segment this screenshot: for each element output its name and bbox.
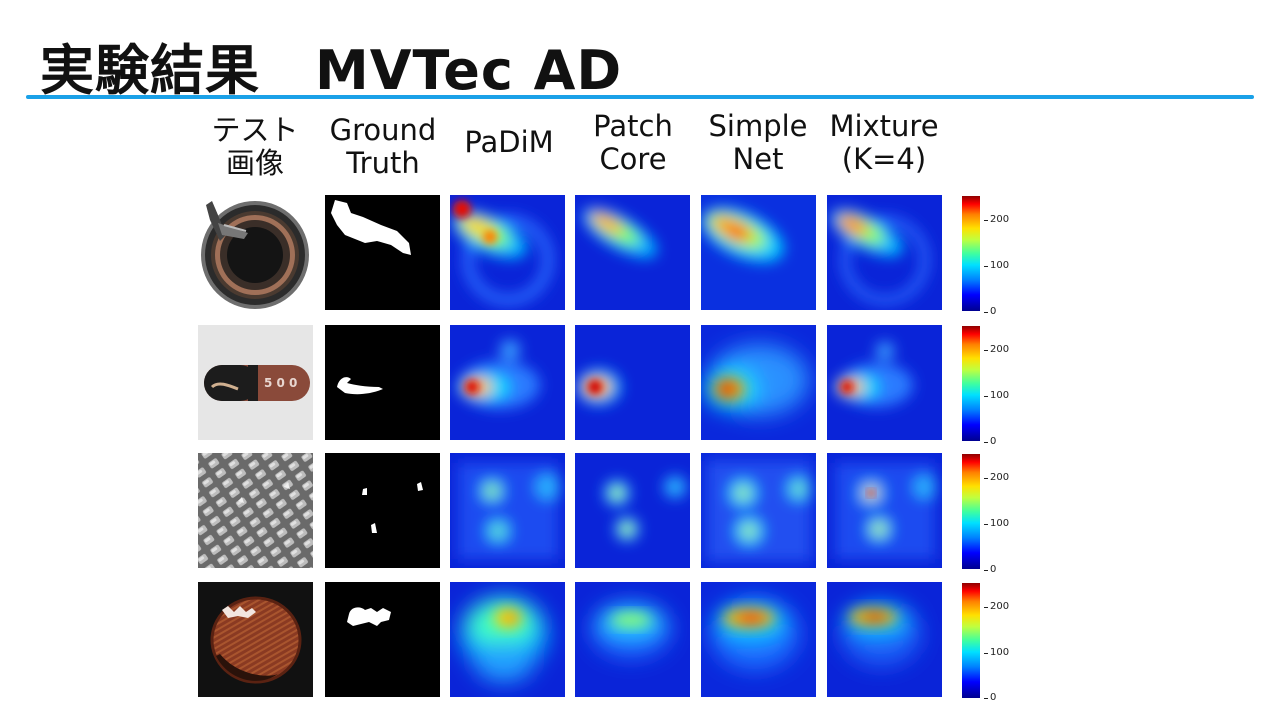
heatmap-simplenet-grid: [701, 453, 816, 568]
heatmap-mixture-bottle: [827, 195, 942, 310]
ground-truth-capsule: [325, 325, 440, 440]
colorbar-tick: 200: [983, 214, 1010, 225]
colorbar-tick: 100: [983, 647, 1010, 658]
ground-truth-grid: [325, 453, 440, 568]
heatmap-patchcore-capsule: [575, 325, 690, 440]
heatmap-simplenet-capsule: [701, 325, 816, 440]
colorbar-tick: 200: [983, 601, 1010, 612]
colorbar: [962, 326, 980, 441]
heatmap-mixture-grid: [827, 453, 942, 568]
ground-truth-bottle: [325, 195, 440, 310]
header-test-image: テスト 画像: [211, 113, 299, 180]
heatmap-patchcore-hazelnut: [575, 582, 690, 697]
heatmap-mixture-capsule: [827, 325, 942, 440]
header-ground-truth: Ground Truth: [329, 113, 437, 180]
colorbar: [962, 583, 980, 698]
title-underline: [26, 95, 1254, 99]
heatmap-padim-hazelnut: [450, 582, 565, 697]
colorbar-tick: 100: [983, 390, 1010, 401]
header-simplenet: Simple Net: [708, 109, 808, 176]
heatmap-padim-capsule: [450, 325, 565, 440]
colorbar-tick: 200: [983, 472, 1010, 483]
test-image-bottle: [198, 195, 313, 310]
test-image-capsule: 5 0 0: [198, 325, 313, 440]
heatmap-mixture-hazelnut: [827, 582, 942, 697]
header-patchcore: Patch Core: [593, 109, 673, 176]
colorbar-tick: 0: [983, 436, 997, 447]
svg-text:5 0 0: 5 0 0: [264, 376, 297, 390]
colorbar: [962, 454, 980, 569]
heatmap-patchcore-grid: [575, 453, 690, 568]
test-image-hazelnut: [198, 582, 313, 697]
test-image-grid: [198, 453, 313, 568]
header-padim: PaDiM: [464, 125, 554, 159]
slide-title: 実験結果 MVTec AD: [40, 39, 623, 102]
colorbar-tick: 100: [983, 518, 1010, 529]
heatmap-padim-grid: [450, 453, 565, 568]
header-mixture: Mixture (K=4): [829, 109, 939, 176]
heatmap-padim-bottle: [450, 195, 565, 310]
heatmap-simplenet-hazelnut: [701, 582, 816, 697]
colorbar: [962, 196, 980, 311]
ground-truth-hazelnut: [325, 582, 440, 697]
heatmap-patchcore-bottle: [575, 195, 690, 310]
colorbar-tick: 100: [983, 260, 1010, 271]
colorbar-tick: 0: [983, 306, 997, 317]
colorbar-tick: 200: [983, 344, 1010, 355]
heatmap-simplenet-bottle: [701, 195, 816, 310]
colorbar-tick: 0: [983, 692, 997, 703]
colorbar-tick: 0: [983, 564, 997, 575]
